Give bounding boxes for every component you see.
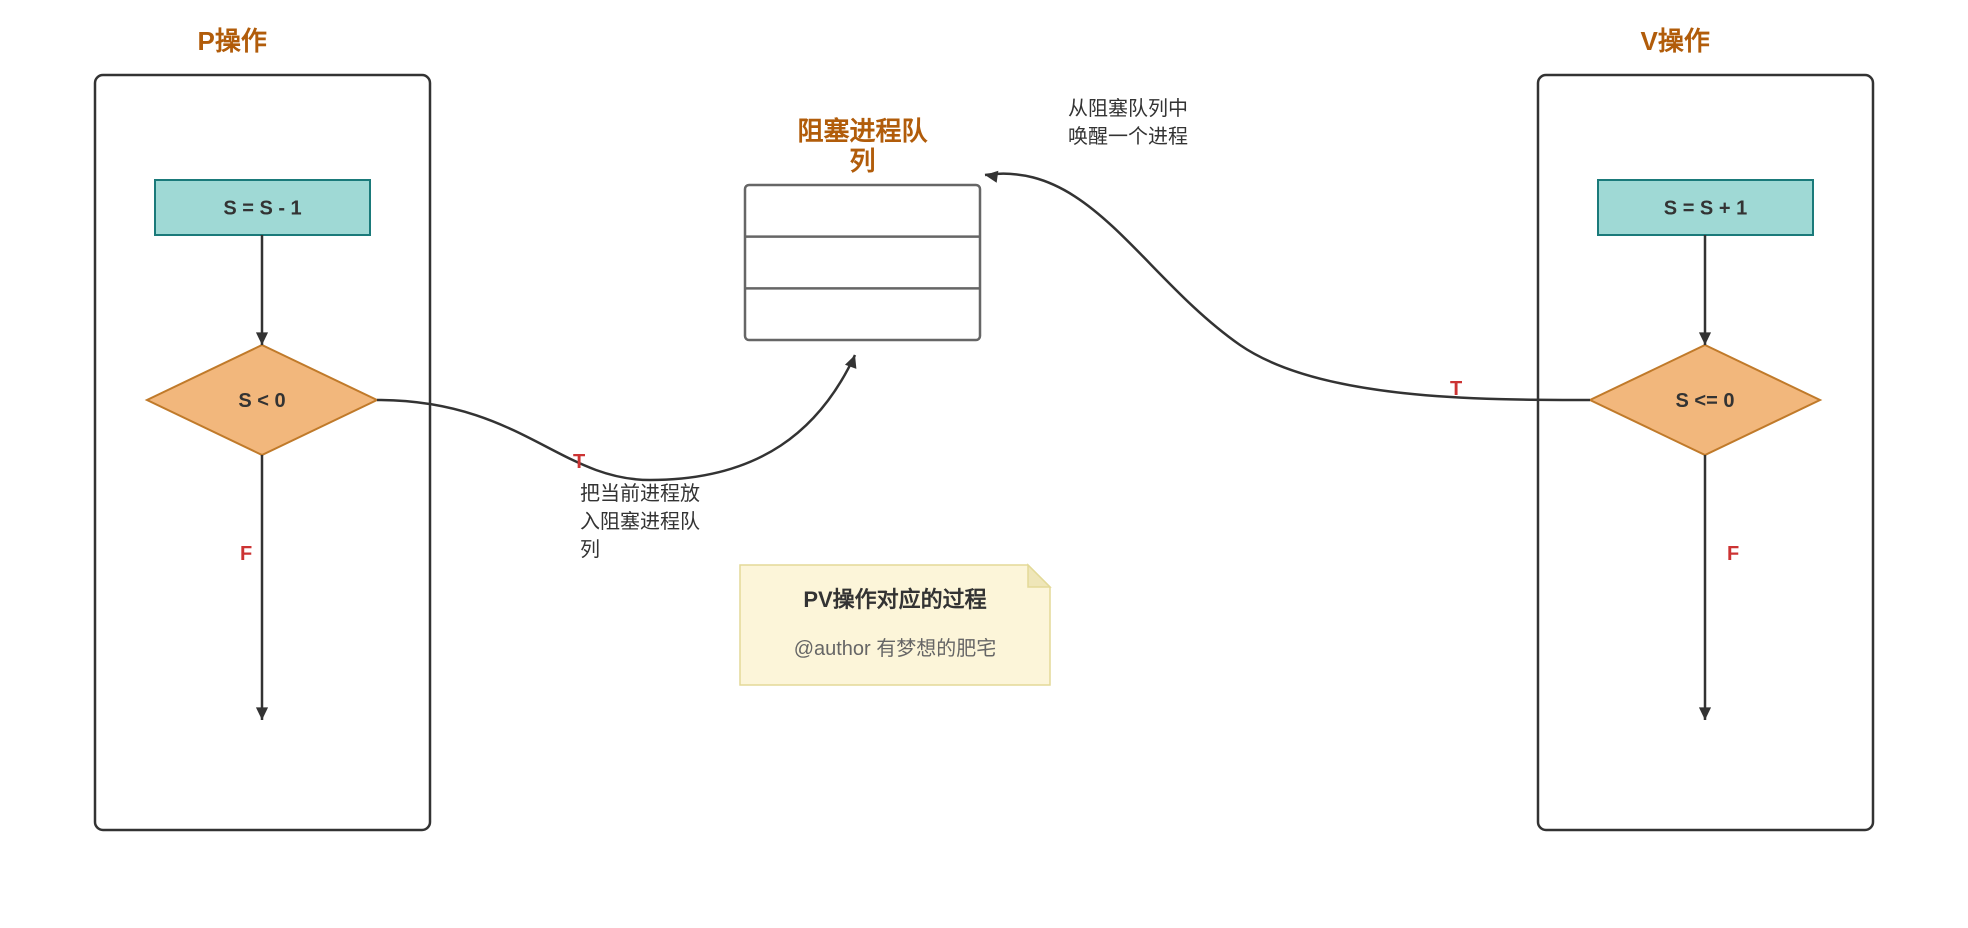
queue-title-line1: 阻塞进程队 [797, 116, 928, 146]
p-process-box: S = S - 1 [155, 180, 370, 235]
p-decision-false-arrow-label: F [240, 543, 252, 565]
v-branch-description-line2: 唤醒一个进程 [1068, 125, 1188, 148]
arrow-head [256, 707, 268, 720]
sticky-note: PV操作对应的过程 @author 有梦想的肥宅 [740, 565, 1050, 685]
p-proc-to-decision-arrow [256, 235, 268, 345]
p-decision: S < 0 [147, 345, 377, 455]
p-operation-title: P操作 [198, 26, 267, 56]
p-decision-false-arrow: F [240, 455, 268, 720]
arrow-head [985, 171, 998, 183]
v-decision: S <= 0 [1590, 345, 1820, 455]
v-process-box-label: S = S + 1 [1664, 198, 1747, 220]
arrow-head [845, 355, 856, 369]
v-true-to-queue-arrow-label: T [1450, 378, 1462, 400]
p-true-to-queue-arrow: T [377, 355, 856, 480]
arrow-head [1699, 707, 1711, 720]
arrow-head [1699, 332, 1711, 345]
p-process-box-label: S = S - 1 [223, 198, 301, 220]
v-branch-description: 从阻塞队列中唤醒一个进程 [1068, 97, 1188, 148]
v-decision-label: S <= 0 [1676, 390, 1735, 412]
note-author: @author 有梦想的肥宅 [794, 637, 997, 660]
blocked-queue: 阻塞进程队列 [745, 116, 980, 340]
v-branch-description-line1: 从阻塞队列中 [1068, 97, 1188, 120]
v-operation-title: V操作 [1641, 26, 1710, 56]
p-decision-label: S < 0 [238, 390, 285, 412]
v-process-box: S = S + 1 [1598, 180, 1813, 235]
note-title: PV操作对应的过程 [803, 587, 986, 612]
v-proc-to-decision-arrow [1699, 235, 1711, 345]
p-branch-description-line1: 把当前进程放 [580, 482, 700, 505]
p-branch-description-line3: 列 [580, 538, 600, 561]
p-true-to-queue-arrow-label: T [573, 451, 585, 473]
arrow-head [256, 332, 268, 345]
v-true-to-queue-arrow: T [985, 171, 1590, 400]
p-branch-description: 把当前进程放入阻塞进程队列 [580, 482, 700, 561]
queue-title-line2: 列 [849, 146, 875, 176]
p-branch-description-line2: 入阻塞进程队 [580, 510, 700, 533]
v-decision-false-arrow: F [1699, 455, 1739, 720]
v-decision-false-arrow-label: F [1727, 543, 1739, 565]
